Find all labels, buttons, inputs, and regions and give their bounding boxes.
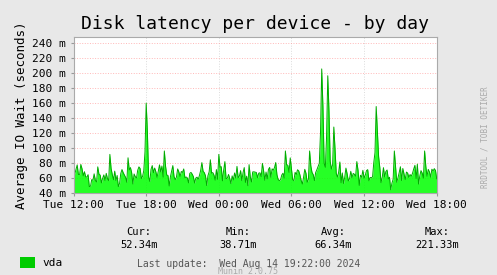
Title: Disk latency per device - by day: Disk latency per device - by day — [81, 15, 429, 33]
Text: 38.71m: 38.71m — [220, 240, 257, 249]
Text: vda: vda — [42, 258, 63, 268]
Text: Avg:: Avg: — [321, 227, 345, 237]
Text: 66.34m: 66.34m — [314, 240, 352, 249]
Text: Min:: Min: — [226, 227, 251, 237]
Text: 52.34m: 52.34m — [120, 240, 158, 249]
Y-axis label: Average IO Wait (seconds): Average IO Wait (seconds) — [15, 21, 28, 209]
Text: 221.33m: 221.33m — [415, 240, 459, 249]
Text: Last update:  Wed Aug 14 19:22:00 2024: Last update: Wed Aug 14 19:22:00 2024 — [137, 259, 360, 269]
Text: RRDTOOL / TOBI OETIKER: RRDTOOL / TOBI OETIKER — [481, 87, 490, 188]
Text: Max:: Max: — [425, 227, 450, 237]
Text: Munin 2.0.75: Munin 2.0.75 — [219, 267, 278, 275]
Text: Cur:: Cur: — [127, 227, 152, 237]
